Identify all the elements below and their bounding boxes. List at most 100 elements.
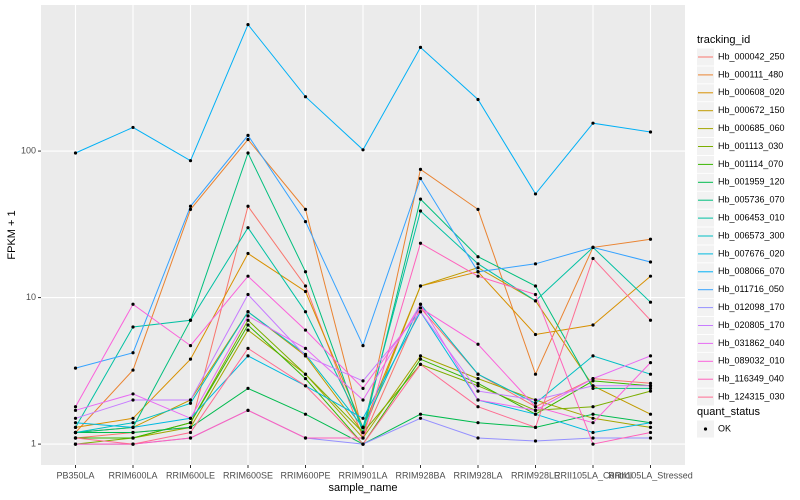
data-point	[246, 318, 250, 322]
data-point	[361, 386, 365, 390]
data-point	[73, 430, 78, 435]
data-point	[361, 425, 365, 430]
data-point	[246, 274, 250, 278]
data-point	[648, 318, 653, 322]
data-point	[476, 389, 480, 393]
data-point	[591, 416, 595, 420]
data-point	[73, 405, 78, 409]
data-point	[591, 386, 595, 390]
legend-label: Hb_000672_150	[718, 105, 785, 115]
data-point	[303, 376, 308, 381]
data-point	[303, 328, 308, 332]
data-point	[361, 430, 365, 435]
data-point	[418, 176, 423, 181]
data-point	[591, 442, 595, 446]
data-point	[246, 323, 250, 327]
y-tick-label: 10	[26, 292, 36, 302]
data-point	[303, 95, 308, 99]
data-point	[648, 430, 653, 435]
data-point	[131, 421, 135, 425]
data-point	[591, 121, 595, 125]
x-tick-label: RRIM600PE	[280, 470, 330, 480]
data-point	[418, 167, 423, 171]
legend-label: Hb_031862_040	[718, 338, 785, 348]
legend-label: OK	[718, 423, 731, 433]
data-point	[648, 425, 653, 430]
data-point	[591, 323, 595, 327]
legend-label: Hb_089032_010	[718, 356, 785, 366]
data-point	[361, 442, 365, 446]
data-point	[73, 151, 78, 155]
data-point	[648, 421, 653, 425]
data-point	[303, 270, 308, 274]
legend-label: Hb_000042_250	[718, 51, 785, 61]
data-point	[73, 425, 78, 430]
data-point	[188, 159, 193, 163]
data-point	[188, 344, 193, 348]
data-point	[131, 425, 135, 430]
data-point	[131, 398, 135, 402]
legend-label: Hb_006573_300	[718, 230, 785, 240]
data-point	[246, 314, 250, 318]
data-point	[476, 436, 480, 440]
legend-point	[703, 427, 708, 431]
data-point	[418, 284, 423, 288]
data-point	[591, 405, 595, 409]
data-point	[131, 436, 135, 440]
data-point	[188, 318, 193, 322]
legend-label: Hb_006453_010	[718, 212, 785, 222]
data-point	[476, 207, 480, 211]
data-point	[303, 284, 308, 288]
data-point	[648, 381, 653, 385]
x-tick-label: RRII105LA_Stressed	[608, 470, 693, 480]
data-point	[73, 366, 78, 370]
data-point	[533, 262, 538, 266]
data-point	[131, 442, 135, 446]
data-point	[188, 398, 193, 402]
data-point	[131, 351, 135, 355]
data-point	[246, 251, 250, 256]
data-point	[591, 379, 595, 383]
data-point	[303, 207, 308, 211]
data-point	[246, 133, 250, 137]
shape-legend-title: quant_status	[697, 406, 760, 418]
legend-title: tracking_id	[697, 34, 750, 46]
legend-label: Hb_007676_020	[718, 248, 785, 258]
data-point	[131, 368, 135, 372]
data-point	[533, 332, 538, 337]
data-point	[246, 151, 250, 155]
x-tick-label: PB350LA	[56, 470, 94, 480]
data-point	[73, 408, 78, 412]
data-point	[476, 97, 480, 102]
x-tick-label: RRIM928BA	[395, 470, 445, 480]
data-point	[648, 412, 653, 416]
x-tick-label: RRIM928LA	[453, 470, 502, 480]
data-point	[246, 310, 250, 314]
data-point	[188, 425, 193, 430]
data-point	[246, 204, 250, 208]
data-point	[648, 260, 653, 264]
data-point	[591, 384, 595, 388]
data-point	[131, 430, 135, 435]
data-point	[303, 384, 308, 388]
legend-label: Hb_001959_120	[718, 177, 785, 187]
legend-label: Hb_001113_030	[718, 141, 783, 151]
data-point	[648, 237, 653, 241]
data-point	[476, 398, 480, 402]
data-point	[533, 398, 538, 402]
data-point	[303, 354, 308, 358]
data-point	[533, 405, 538, 409]
data-point	[648, 300, 653, 304]
legend-label: Hb_011716_050	[718, 284, 784, 294]
data-point	[418, 306, 423, 310]
legend-label: Hb_008066_070	[718, 266, 785, 276]
data-point	[188, 204, 193, 208]
data-point	[131, 302, 135, 306]
data-point	[361, 416, 365, 420]
data-point	[418, 357, 423, 361]
data-point	[418, 416, 423, 420]
data-point	[131, 125, 135, 130]
legend-label: Hb_000608_020	[718, 87, 785, 97]
data-point	[303, 436, 308, 440]
